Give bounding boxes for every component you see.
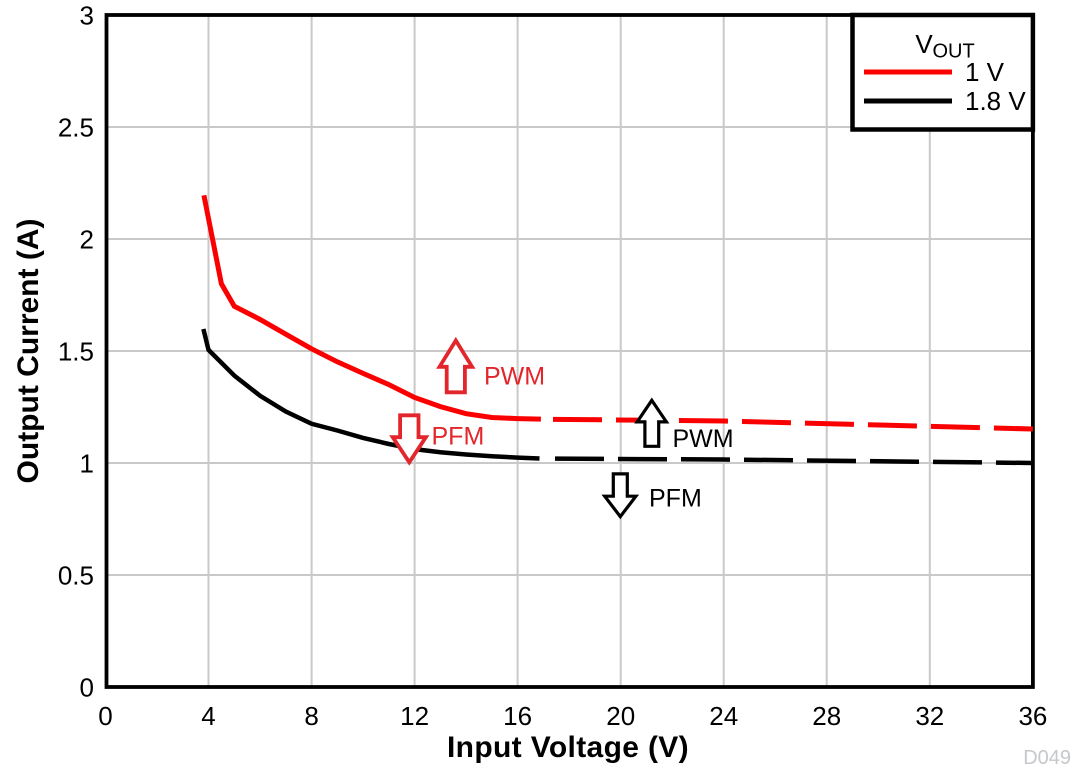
svg-text:32: 32 bbox=[915, 701, 944, 731]
svg-text:16: 16 bbox=[503, 701, 532, 731]
svg-text:OUT: OUT bbox=[933, 41, 975, 63]
svg-text:2.5: 2.5 bbox=[58, 113, 94, 143]
svg-text:20: 20 bbox=[606, 701, 635, 731]
svg-text:0.5: 0.5 bbox=[58, 561, 94, 591]
svg-text:0: 0 bbox=[98, 701, 112, 731]
svg-text:PFM: PFM bbox=[432, 423, 485, 451]
svg-text:36: 36 bbox=[1018, 701, 1047, 731]
svg-text:1.5: 1.5 bbox=[58, 337, 94, 367]
svg-text:28: 28 bbox=[812, 701, 841, 731]
svg-text:1: 1 bbox=[80, 449, 94, 479]
svg-text:1.8 V: 1.8 V bbox=[965, 86, 1026, 116]
svg-text:PFM: PFM bbox=[649, 484, 702, 512]
svg-text:2: 2 bbox=[80, 225, 94, 255]
svg-text:PWM: PWM bbox=[673, 425, 734, 453]
svg-text:12: 12 bbox=[400, 701, 429, 731]
svg-text:8: 8 bbox=[304, 701, 318, 731]
svg-text:Input Voltage (V): Input Voltage (V) bbox=[447, 731, 689, 764]
svg-text:4: 4 bbox=[201, 701, 215, 731]
svg-text:V: V bbox=[915, 29, 933, 59]
svg-text:24: 24 bbox=[709, 701, 738, 731]
svg-text:0: 0 bbox=[80, 673, 94, 703]
svg-text:Output Current (A): Output Current (A) bbox=[12, 219, 45, 484]
svg-text:1 V: 1 V bbox=[965, 57, 1005, 87]
svg-text:PWM: PWM bbox=[484, 363, 545, 391]
svg-text:3: 3 bbox=[80, 1, 94, 31]
svg-text:D049: D049 bbox=[1023, 747, 1071, 769]
